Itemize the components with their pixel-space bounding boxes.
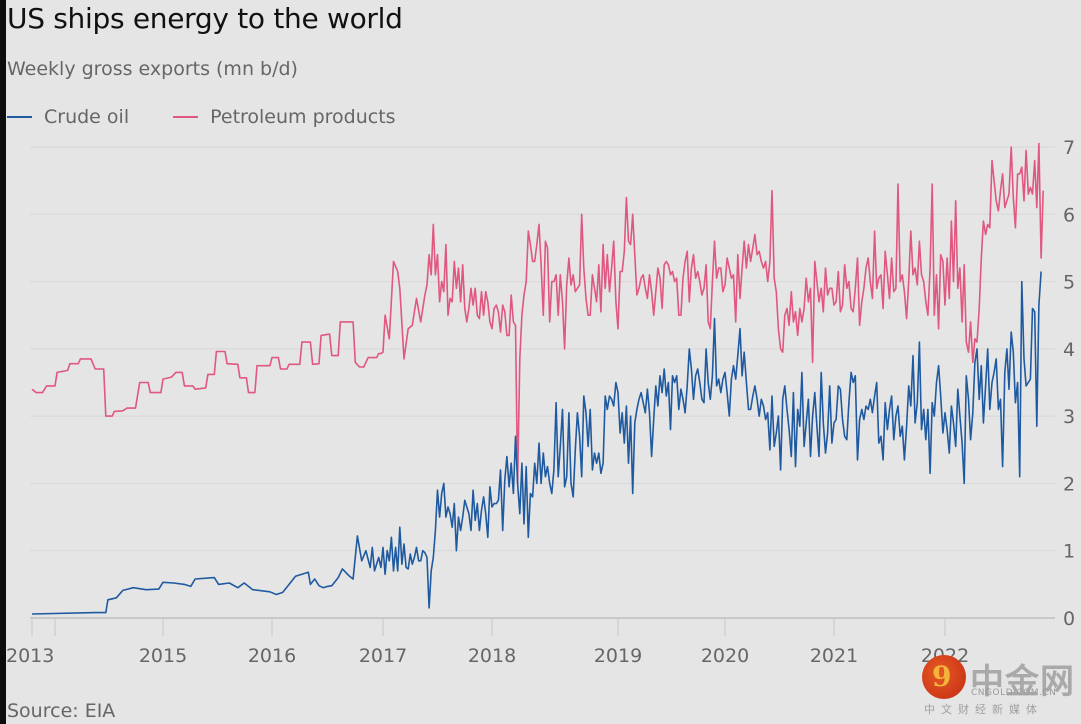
legend-swatch-crude-oil — [7, 116, 32, 118]
chart-title: US ships energy to the world — [7, 2, 403, 35]
x-tick-label: 2017 — [359, 645, 407, 667]
legend-label-petroleum-products: Petroleum products — [210, 106, 396, 128]
watermark-logo-glyph: 9 — [932, 660, 952, 693]
y-tick-label: 2 — [1063, 473, 1075, 495]
y-tick-label: 1 — [1063, 541, 1075, 563]
y-tick-label: 7 — [1063, 137, 1075, 159]
watermark-logo-icon: 9 — [922, 655, 966, 699]
x-tick-label: 2015 — [139, 645, 187, 667]
y-tick-label: 0 — [1063, 608, 1075, 630]
x-tick-label: 2021 — [810, 645, 858, 667]
chart-subtitle: Weekly gross exports (mn b/d) — [7, 58, 298, 80]
series-line-crude-oil — [31, 271, 1042, 615]
x-tick-label: 2020 — [701, 645, 749, 667]
legend-item-petroleum-products: Petroleum products — [173, 106, 396, 128]
y-tick-label: 4 — [1063, 339, 1075, 361]
y-axis-ticks: 0 1 2 3 4 5 6 7 — [1063, 137, 1075, 630]
legend-item-crude-oil: Crude oil — [7, 106, 129, 128]
x-tick-label: 2019 — [594, 645, 642, 667]
watermark-url: CNGOLD.COM.CN — [971, 688, 1057, 698]
watermark-tagline: 中文财经新媒体 — [924, 703, 1043, 716]
series-lines — [31, 142, 1044, 615]
x-tick-label: 2016 — [248, 645, 296, 667]
x-axis: 201320152016201720182019202020212022 — [6, 618, 969, 667]
watermark-name: 中金网 — [970, 662, 1075, 702]
x-tick-label: 2018 — [468, 645, 516, 667]
watermark: 9 中金网 CNGOLD.COM.CN 中文财经新媒体 — [920, 654, 1080, 724]
legend: Crude oil Petroleum products — [7, 106, 440, 128]
left-edge-bar — [0, 0, 6, 724]
series-line-petroleum-products — [31, 142, 1044, 485]
y-tick-label: 3 — [1063, 406, 1075, 428]
y-tick-label: 5 — [1063, 272, 1075, 294]
legend-swatch-petroleum-products — [173, 116, 199, 118]
y-tick-label: 6 — [1063, 204, 1075, 226]
legend-label-crude-oil: Crude oil — [44, 106, 130, 128]
x-tick-label: 2013 — [6, 645, 54, 667]
source-note: Source: EIA — [7, 700, 116, 722]
